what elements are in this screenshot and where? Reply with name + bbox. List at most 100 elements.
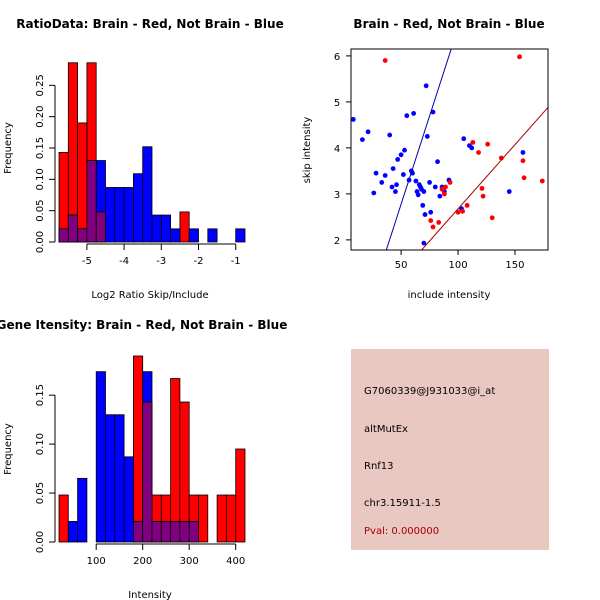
x-tick-label: 400 xyxy=(226,556,245,567)
genomic-location: chr3.15911-1.5 xyxy=(364,498,441,509)
point-brain xyxy=(476,150,481,155)
bar-overlap xyxy=(188,521,199,543)
x-tick-label: -2 xyxy=(194,256,204,267)
point-not-brain xyxy=(411,110,417,116)
y-tick-label: 3 xyxy=(334,190,340,201)
point-not-brain xyxy=(359,137,365,143)
bar-not-brain xyxy=(114,187,125,243)
point-not-brain xyxy=(422,212,428,217)
x-axis: -5 -4 -3 -2 -1 xyxy=(82,243,241,267)
y-tick-label: 0.15 xyxy=(35,384,46,406)
point-brain xyxy=(517,54,522,60)
x-tick-label: 100 xyxy=(87,556,106,567)
x-tick-label: -4 xyxy=(119,256,129,267)
point-not-brain xyxy=(520,150,526,155)
point-not-brain xyxy=(350,116,356,122)
point-not-brain xyxy=(427,179,432,185)
y-axis: 0.00 0.05 0.10 0.15 xyxy=(35,384,56,553)
point-brain xyxy=(489,215,495,221)
x-tick-label: -5 xyxy=(82,256,92,267)
bar-overlap xyxy=(77,228,88,243)
point-brain xyxy=(455,209,461,215)
bar-overlap xyxy=(151,521,162,543)
x-axis: 100 200 300 400 xyxy=(87,543,245,567)
bar-not-brain xyxy=(132,173,144,243)
point-brain xyxy=(470,139,476,145)
x-tick-label: -1 xyxy=(231,256,241,267)
bar-overlap xyxy=(160,521,172,543)
point-not-brain xyxy=(437,193,443,199)
point-brain xyxy=(382,58,388,63)
point-not-brain xyxy=(398,152,404,158)
bar-brain xyxy=(216,494,227,543)
point-not-brain xyxy=(469,145,475,151)
point-not-brain xyxy=(506,189,512,194)
x-axis-label: include intensity xyxy=(408,290,491,301)
bar-brain xyxy=(235,448,246,543)
bar-not-brain xyxy=(142,146,153,243)
point-not-brain xyxy=(393,189,398,194)
point-brain xyxy=(464,202,470,208)
bar-brain xyxy=(58,494,69,543)
point-not-brain xyxy=(424,133,430,139)
y-axis: 0.00 0.05 0.10 0.15 0.20 0.25 xyxy=(35,74,56,253)
point-not-brain xyxy=(379,179,385,185)
bar-not-brain xyxy=(77,477,88,543)
point-brain xyxy=(520,158,526,164)
point-not-brain xyxy=(371,190,377,196)
probe-id: G7060339@J931033@i_at xyxy=(364,386,496,397)
bar-not-brain xyxy=(235,228,246,243)
y-tick-label: 0.20 xyxy=(35,106,46,128)
bar-not-brain xyxy=(188,228,199,243)
bar-brain xyxy=(77,122,88,243)
chart-title: RatioData: Brain - Red, Not Brain - Blue xyxy=(16,17,283,31)
point-brain xyxy=(430,224,436,230)
plot-box xyxy=(350,48,549,251)
point-not-brain xyxy=(373,170,379,176)
point-not-brain xyxy=(382,173,388,178)
y-tick-label: 0.10 xyxy=(35,433,46,455)
point-not-brain xyxy=(365,129,371,135)
point-not-brain xyxy=(421,189,427,194)
point-brain xyxy=(460,208,465,214)
point-brain xyxy=(539,178,545,184)
y-axis-label: Frequency xyxy=(3,122,14,174)
y-tick-label: 0.25 xyxy=(35,74,46,96)
chart-title: Brain - Red, Not Brain - Blue xyxy=(353,17,544,31)
bar-not-brain xyxy=(151,214,162,243)
y-tick-label: 5 xyxy=(334,98,340,109)
x-axis-label: Log2 Ratio Skip/Include xyxy=(91,290,208,301)
point-not-brain xyxy=(420,202,426,208)
point-not-brain xyxy=(461,136,467,142)
x-tick-label: 100 xyxy=(448,260,467,271)
info-panel: G7060339@J931033@i_at altMutEx Rnf13 chr… xyxy=(351,349,549,550)
y-axis-label: Frequency xyxy=(3,423,14,475)
point-brain xyxy=(485,141,491,147)
point-brain xyxy=(447,179,453,185)
point-not-brain xyxy=(390,166,396,171)
gene-name: Rnf13 xyxy=(364,461,394,472)
bar-not-brain xyxy=(67,521,79,543)
point-not-brain xyxy=(428,209,434,215)
bar-not-brain xyxy=(105,414,116,543)
y-tick-label: 0.00 xyxy=(35,231,46,253)
bar-overlap xyxy=(179,521,190,543)
bar-overlap xyxy=(132,521,144,543)
point-not-brain xyxy=(413,178,419,184)
bar-overlap xyxy=(142,401,153,543)
point-not-brain xyxy=(430,109,436,115)
bar-brain xyxy=(198,494,209,543)
bar-brain xyxy=(179,211,190,243)
bar-not-brain xyxy=(123,456,134,543)
point-not-brain xyxy=(415,192,421,198)
point-not-brain xyxy=(423,83,429,89)
x-tick-label: -3 xyxy=(156,256,166,267)
x-axis-label: Intensity xyxy=(128,590,172,600)
x-tick-label: 50 xyxy=(395,260,408,271)
y-tick-label: 2 xyxy=(334,236,340,247)
y-axis: 2 3 4 5 6 xyxy=(334,52,351,247)
point-not-brain xyxy=(432,184,438,190)
fit-line-brain xyxy=(421,107,548,250)
bar-brain xyxy=(225,494,237,543)
y-tick-label: 0.00 xyxy=(35,531,46,553)
